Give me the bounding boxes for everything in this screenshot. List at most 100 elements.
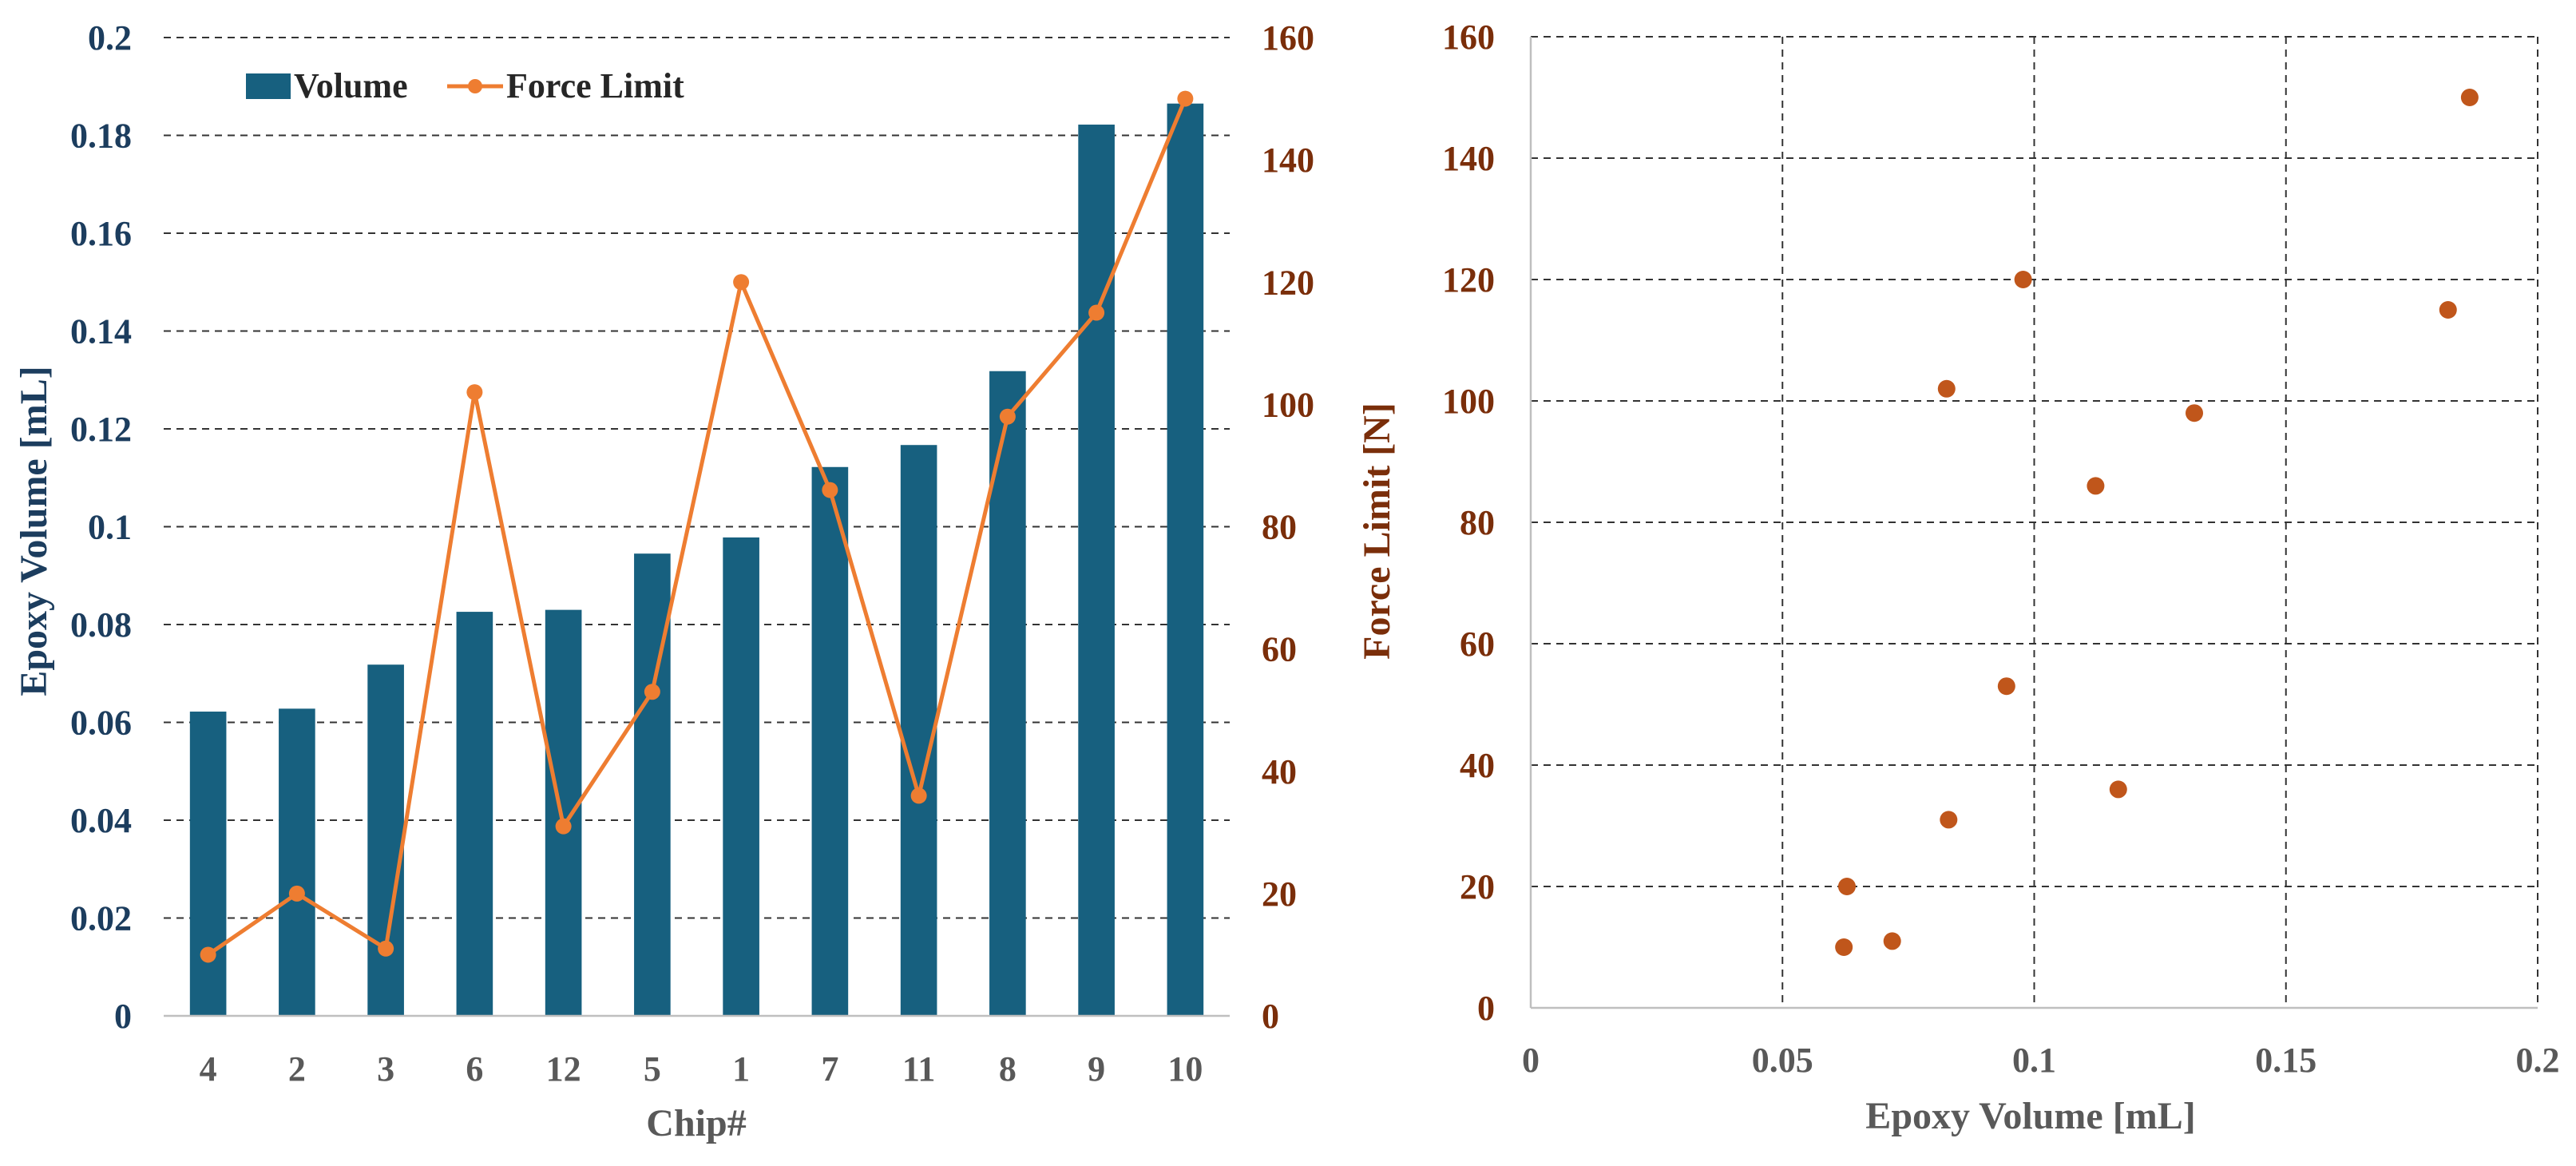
volume-bar bbox=[900, 445, 937, 1016]
right-y-tick-label: 20 bbox=[1262, 874, 1297, 914]
volume-bar bbox=[634, 553, 671, 1016]
combo-chart: 00.020.040.060.080.10.120.140.160.180.2 … bbox=[13, 18, 1398, 1144]
legend-force-limit-label: Force Limit bbox=[506, 66, 684, 105]
force-limit-marker bbox=[555, 818, 572, 835]
left-y-tick-label: 0.14 bbox=[70, 312, 132, 351]
right-y-axis-label: Force Limit [N] bbox=[1356, 403, 1398, 660]
right-y-tick-label: 0 bbox=[1262, 997, 1279, 1036]
scatter-gridlines bbox=[1531, 36, 2538, 1008]
x-tick-label: 10 bbox=[1167, 1049, 1203, 1089]
x-tick-label: 9 bbox=[1088, 1049, 1105, 1089]
volume-bar bbox=[189, 712, 227, 1016]
legend-force-limit-marker bbox=[468, 79, 482, 93]
volume-bar bbox=[811, 466, 849, 1016]
volume-bar bbox=[545, 609, 582, 1016]
scatter-y-tick-label: 0 bbox=[1477, 989, 1495, 1028]
scatter-x-tick-label: 0.1 bbox=[2012, 1041, 2056, 1080]
scatter-point bbox=[2439, 301, 2457, 319]
scatter-x-tick-label: 0 bbox=[1522, 1041, 1540, 1080]
left-y-axis-label: Epoxy Volume [mL] bbox=[13, 366, 55, 696]
volume-bar bbox=[989, 371, 1026, 1017]
scatter-point bbox=[1837, 878, 1856, 895]
left-y-tick-label: 0.1 bbox=[88, 508, 132, 547]
force-limit-marker bbox=[733, 274, 750, 291]
force-limit-marker bbox=[822, 482, 838, 498]
scatter-y-tick-label: 60 bbox=[1460, 625, 1495, 664]
scatter-y-tick-labels: 0 20 40 60 80 100 120 140 160 bbox=[1442, 18, 1495, 1028]
left-y-tick-label: 0.16 bbox=[70, 214, 132, 253]
force-limit-marker bbox=[466, 384, 483, 401]
scatter-x-axis-label: Epoxy Volume [mL] bbox=[1865, 1095, 2195, 1137]
left-y-tick-label: 0.18 bbox=[70, 117, 132, 156]
volume-bar bbox=[279, 708, 315, 1016]
x-tick-label: 3 bbox=[377, 1049, 394, 1089]
force-limit-marker bbox=[910, 787, 927, 804]
scatter-x-tick-label: 0.2 bbox=[2516, 1041, 2560, 1080]
scatter-points bbox=[1835, 89, 2479, 956]
force-limit-marker bbox=[288, 885, 305, 902]
force-limit-marker bbox=[1177, 90, 1194, 107]
scatter-point bbox=[2460, 89, 2479, 106]
right-y-tick-label: 160 bbox=[1262, 18, 1314, 58]
x-tick-label: 1 bbox=[732, 1049, 750, 1089]
scatter-y-tick-label: 160 bbox=[1442, 18, 1495, 57]
scatter-point bbox=[1997, 677, 2015, 696]
volume-bar bbox=[723, 537, 759, 1016]
volume-bar bbox=[1078, 125, 1115, 1016]
scatter-y-tick-label: 40 bbox=[1460, 746, 1495, 785]
right-y-tick-label: 80 bbox=[1262, 508, 1297, 547]
scatter-y-tick-label: 120 bbox=[1442, 260, 1495, 299]
scatter-y-tick-label: 80 bbox=[1460, 503, 1495, 542]
legend-volume-label: Volume bbox=[294, 66, 408, 105]
x-axis-label: Chip# bbox=[646, 1102, 746, 1144]
scatter-point bbox=[2185, 404, 2203, 422]
force-limit-marker bbox=[999, 408, 1016, 425]
x-tick-label: 5 bbox=[644, 1049, 661, 1089]
scatter-point bbox=[1937, 379, 1956, 398]
legend-volume-swatch bbox=[246, 73, 291, 99]
scatter-point bbox=[1883, 932, 1901, 950]
scatter-point bbox=[1940, 811, 1958, 829]
volume-bar bbox=[1167, 103, 1204, 1016]
right-y-tick-label: 40 bbox=[1262, 752, 1297, 791]
scatter-point bbox=[2109, 780, 2127, 799]
force-limit-marker bbox=[1088, 304, 1105, 321]
force-limit-polyline bbox=[207, 97, 1187, 957]
x-tick-label: 6 bbox=[466, 1049, 483, 1089]
right-y-tick-label: 100 bbox=[1262, 385, 1314, 424]
left-y-tick-label: 0 bbox=[114, 997, 132, 1036]
scatter-point bbox=[2014, 271, 2032, 288]
volume-bars bbox=[189, 103, 1204, 1017]
scatter-x-tick-label: 0.05 bbox=[1752, 1041, 1813, 1080]
x-tick-label: 4 bbox=[200, 1049, 217, 1089]
right-y-tick-label: 120 bbox=[1262, 263, 1314, 302]
scatter-x-tick-labels: 0 0.05 0.1 0.15 0.2 bbox=[1522, 1041, 2560, 1080]
force-limit-marker bbox=[644, 684, 660, 700]
force-limit-line bbox=[200, 90, 1194, 963]
left-gridlines bbox=[164, 37, 1230, 919]
right-y-tick-labels: 0 20 40 60 80 100 120 140 160 bbox=[1262, 18, 1314, 1036]
scatter-x-tick-label: 0.15 bbox=[2255, 1041, 2316, 1080]
scatter-y-tick-label: 140 bbox=[1442, 139, 1495, 178]
scatter-point bbox=[1835, 938, 1853, 956]
scatter-y-tick-label: 100 bbox=[1442, 382, 1495, 421]
left-y-tick-labels: 0 0.02 0.04 0.06 0.08 0.1 0.12 0.14 0.16 0.18 0.2 bbox=[70, 18, 132, 1036]
force-limit-marker bbox=[200, 946, 216, 963]
x-tick-label: 12 bbox=[546, 1049, 581, 1089]
left-y-tick-label: 0.2 bbox=[88, 18, 132, 58]
scatter-y-tick-label: 20 bbox=[1460, 867, 1495, 906]
left-y-tick-label: 0.02 bbox=[70, 899, 132, 938]
volume-bar bbox=[367, 664, 404, 1016]
left-y-tick-label: 0.08 bbox=[70, 605, 132, 644]
right-y-tick-label: 140 bbox=[1262, 141, 1314, 180]
volume-bar bbox=[456, 612, 493, 1016]
left-y-tick-label: 0.12 bbox=[70, 410, 132, 449]
left-y-tick-label: 0.06 bbox=[70, 704, 132, 743]
x-tick-label: 8 bbox=[999, 1049, 1017, 1089]
scatter-chart: 0 20 40 60 80 100 120 140 160 0 0.05 0.1 0.15 0.2 Ep… bbox=[1442, 18, 2560, 1137]
x-tick-label: 7 bbox=[821, 1049, 838, 1089]
legend: Volume Force Limit bbox=[246, 66, 684, 105]
x-tick-label: 11 bbox=[902, 1049, 936, 1089]
